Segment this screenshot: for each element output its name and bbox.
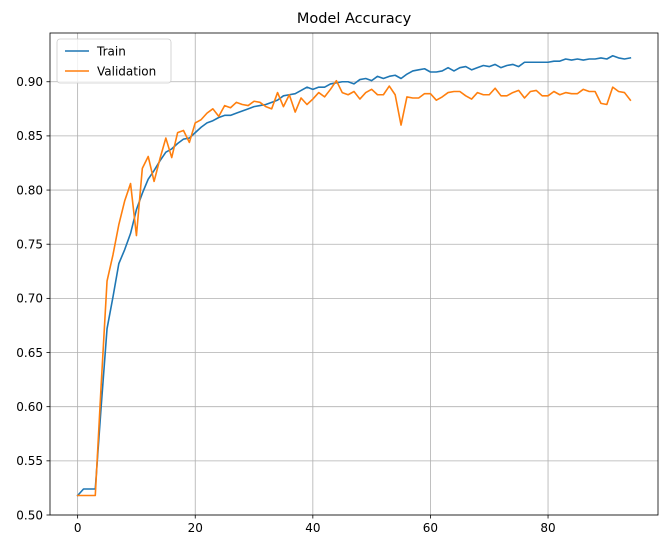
y-tick-label: 0.75 bbox=[16, 238, 43, 252]
chart-title: Model Accuracy bbox=[297, 11, 412, 27]
x-tick-label: 0 bbox=[74, 521, 82, 535]
legend: Train Validation bbox=[56, 38, 172, 84]
y-tick-label: 0.50 bbox=[16, 508, 43, 522]
x-tick-label: 80 bbox=[540, 521, 555, 535]
series-line-validation bbox=[76, 79, 632, 497]
y-tick-label: 0.85 bbox=[16, 129, 43, 143]
x-tick-label: 60 bbox=[423, 521, 438, 535]
y-tick-label: 0.90 bbox=[16, 75, 43, 89]
series-lines bbox=[76, 54, 632, 497]
y-tick-label: 0.55 bbox=[16, 454, 43, 468]
y-tick-label: 0.65 bbox=[16, 346, 43, 360]
x-tick-label: 20 bbox=[188, 521, 203, 535]
y-tick-label: 0.70 bbox=[16, 292, 43, 306]
x-tick-label: 40 bbox=[305, 521, 320, 535]
plot-frame bbox=[49, 32, 659, 516]
y-tick-label: 0.80 bbox=[16, 183, 43, 197]
legend-box bbox=[56, 38, 172, 84]
grid bbox=[50, 33, 658, 516]
y-tick-label: 0.60 bbox=[16, 400, 43, 414]
axis-ticks: 0 20 40 60 80 0.50 0.55 0.60 0.65 0.70 0.75 0.80 0.8… bbox=[16, 75, 555, 535]
legend-label-validation: Validation bbox=[97, 64, 156, 78]
legend-label-train: Train bbox=[96, 44, 126, 58]
series-line-train bbox=[76, 54, 632, 497]
